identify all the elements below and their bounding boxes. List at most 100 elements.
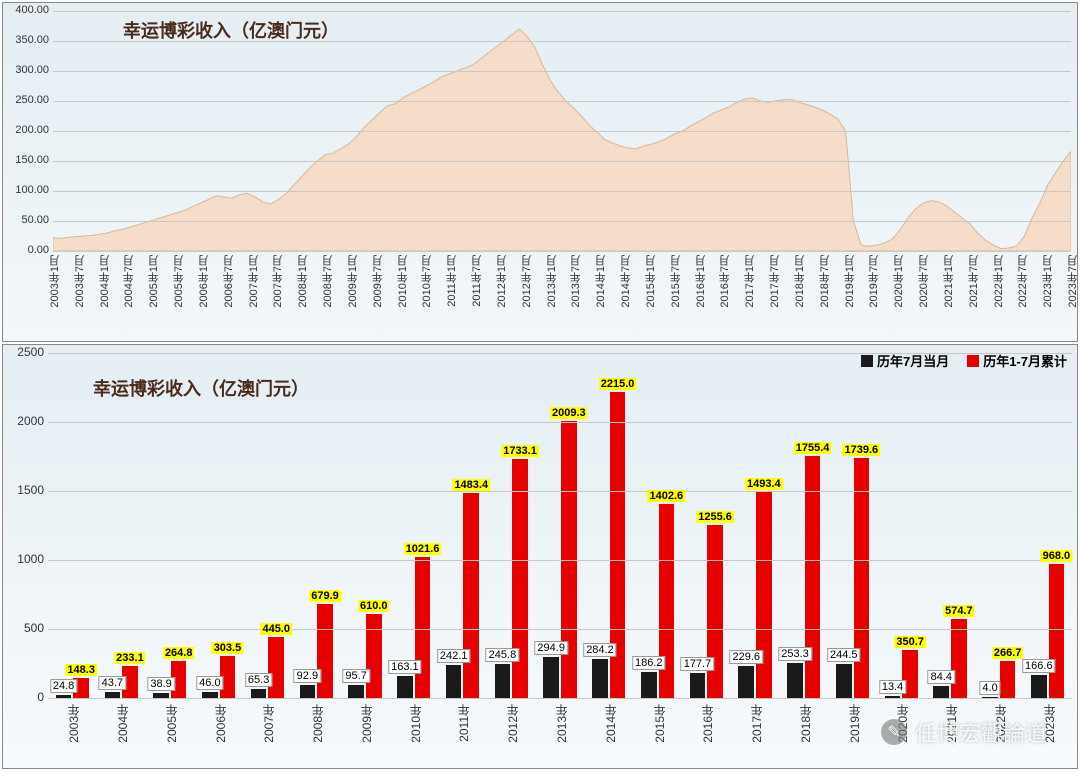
x-tick-label: 2004年 <box>114 704 131 743</box>
x-tick-label: 2004年1月 <box>97 255 113 308</box>
bar-series1 <box>300 685 316 698</box>
bar-label-series1: 166.6 <box>1022 659 1056 673</box>
x-tick-label: 2012年 <box>504 704 521 743</box>
gridline <box>53 101 1071 102</box>
bar-label-series2: 303.5 <box>212 642 244 654</box>
x-tick-label: 2015年1月 <box>643 255 659 308</box>
x-tick-label: 2018年1月 <box>792 255 808 308</box>
bar-label-series2: 610.0 <box>358 600 390 612</box>
x-tick-label: 2023年7月 <box>1065 255 1080 308</box>
bar-label-series2: 148.3 <box>65 664 97 676</box>
x-tick-label: 2008年 <box>309 704 326 743</box>
x-tick-label: 2020年1月 <box>891 255 907 308</box>
x-tick-label: 2013年7月 <box>568 255 584 308</box>
bar-label-series2: 1493.4 <box>745 478 783 490</box>
gridline <box>48 698 1072 699</box>
bar-label-series1: 229.6 <box>729 650 763 664</box>
y-tick-label: 1500 <box>3 483 44 497</box>
bar-label-series1: 244.5 <box>827 648 861 662</box>
bar-label-series1: 186.2 <box>632 656 666 670</box>
bar-series2 <box>317 604 333 698</box>
bar-plot: 148.324.8233.143.7264.838.9303.546.0445.… <box>48 353 1072 698</box>
gridline <box>53 11 1071 12</box>
x-tick-label: 2018年 <box>797 704 814 743</box>
x-tick-label: 2009年 <box>358 704 375 743</box>
x-tick-label: 2014年7月 <box>618 255 634 308</box>
bar-series2 <box>1000 661 1016 698</box>
x-tick-label: 2005年7月 <box>171 255 187 308</box>
bar-series1 <box>543 657 559 698</box>
bar-series2 <box>756 492 772 698</box>
x-tick-label: 2006年 <box>212 704 229 743</box>
x-tick-label: 2016年7月 <box>717 255 733 308</box>
bar-label-series2: 1483.4 <box>452 479 490 491</box>
y-tick-label: 1000 <box>3 552 44 566</box>
bar-label-series2: 574.7 <box>943 605 975 617</box>
x-tick-label: 2009年1月 <box>345 255 361 308</box>
bar-series2 <box>415 557 431 698</box>
bar-label-series1: 242.1 <box>437 649 471 663</box>
x-tick-label: 2007年 <box>260 704 277 743</box>
bar-label-series2: 968.0 <box>1041 550 1073 562</box>
bar-label-series2: 445.0 <box>260 623 292 635</box>
area-chart-container: 幸运博彩收入（亿澳门元） 0.0050.00100.00150.00200.00… <box>2 2 1078 342</box>
x-tick-label: 2006年7月 <box>221 255 237 308</box>
bar-label-series1: 163.1 <box>388 660 422 674</box>
x-tick-label: 2008年1月 <box>295 255 311 308</box>
bar-series2 <box>512 459 528 698</box>
bar-label-series2: 1739.6 <box>843 444 881 456</box>
x-tick-label: 2023年1月 <box>1040 255 1056 308</box>
x-tick-label: 2019年 <box>846 704 863 743</box>
x-tick-label: 2012年1月 <box>494 255 510 308</box>
bar-label-series2: 679.9 <box>309 590 341 602</box>
gridline <box>48 353 1072 354</box>
bar-series2 <box>268 637 284 698</box>
bar-series1 <box>1031 675 1047 698</box>
bar-series1 <box>446 665 462 698</box>
x-tick-label: 2003年 <box>65 704 82 743</box>
x-tick-label: 2011年1月 <box>444 255 460 307</box>
bar-label-series1: 13.4 <box>879 680 906 694</box>
bar-series2 <box>707 525 723 698</box>
bar-label-series1: 95.7 <box>342 669 369 683</box>
bar-series2 <box>366 614 382 698</box>
bar-series1 <box>397 676 413 699</box>
bar-label-series2: 1255.6 <box>696 511 734 523</box>
y-tick-label: 500 <box>3 621 44 635</box>
x-tick-label: 2020年7月 <box>916 255 932 308</box>
gridline <box>48 422 1072 423</box>
bar-label-series1: 253.3 <box>778 647 812 661</box>
gridline <box>48 560 1072 561</box>
x-tick-label: 2015年 <box>651 704 668 743</box>
bar-series2 <box>805 456 821 698</box>
y-tick-label: 2000 <box>3 414 44 428</box>
y-tick-label: 50.00 <box>3 214 49 226</box>
gridline <box>53 161 1071 162</box>
bar-label-series2: 1402.6 <box>647 490 685 502</box>
x-tick-label: 2015年7月 <box>668 255 684 308</box>
gridline <box>53 251 1071 252</box>
x-tick-label: 2010年7月 <box>419 255 435 308</box>
watermark: ✎ 任博宏觀論道 <box>881 716 1047 748</box>
x-tick-label: 2018年7月 <box>817 255 833 308</box>
x-tick-label: 2009年7月 <box>370 255 386 308</box>
gridline <box>53 131 1071 132</box>
x-tick-label: 2016年1月 <box>693 255 709 308</box>
bar-label-series2: 2215.0 <box>599 378 637 390</box>
bar-series1 <box>836 664 852 698</box>
bar-label-series2: 1733.1 <box>501 445 539 457</box>
x-tick-label: 2021年7月 <box>966 255 982 308</box>
bar-series1 <box>690 673 706 698</box>
bar-label-series2: 2009.3 <box>550 407 588 419</box>
bar-series1 <box>348 685 364 698</box>
x-tick-label: 2017年1月 <box>742 255 758 308</box>
y-tick-label: 350.00 <box>3 34 49 46</box>
x-tick-label: 2017年 <box>748 704 765 743</box>
bar-series1 <box>592 659 608 698</box>
y-tick-label: 300.00 <box>3 64 49 76</box>
x-tick-label: 2019年1月 <box>842 255 858 308</box>
bar-label-series1: 177.7 <box>681 657 715 671</box>
bar-label-series1: 92.9 <box>294 669 321 683</box>
watermark-text: 任博宏觀論道 <box>915 716 1047 748</box>
x-tick-label: 2022年7月 <box>1015 255 1031 308</box>
